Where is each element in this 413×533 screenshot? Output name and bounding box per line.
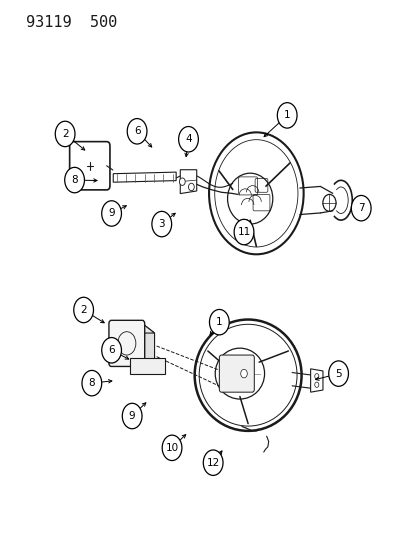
Circle shape — [314, 382, 318, 387]
FancyBboxPatch shape — [109, 320, 145, 367]
Text: 8: 8 — [88, 378, 95, 388]
Circle shape — [178, 126, 198, 152]
Text: 93119  500: 93119 500 — [26, 14, 117, 30]
Circle shape — [234, 219, 253, 245]
Circle shape — [162, 435, 181, 461]
Polygon shape — [180, 169, 196, 193]
FancyBboxPatch shape — [130, 358, 164, 374]
Text: 8: 8 — [71, 175, 78, 185]
Text: 12: 12 — [206, 458, 219, 467]
Text: 5: 5 — [335, 369, 341, 378]
Circle shape — [209, 310, 229, 335]
Text: 10: 10 — [165, 443, 178, 453]
Text: 1: 1 — [283, 110, 290, 120]
Text: 1: 1 — [216, 317, 222, 327]
Text: 6: 6 — [108, 345, 115, 356]
Text: 3: 3 — [158, 219, 165, 229]
Circle shape — [179, 178, 185, 185]
Polygon shape — [310, 369, 322, 392]
Circle shape — [314, 374, 318, 379]
Circle shape — [277, 103, 297, 128]
Text: 4: 4 — [185, 134, 191, 144]
Circle shape — [55, 121, 75, 147]
Text: 2: 2 — [80, 305, 87, 315]
Circle shape — [188, 183, 194, 191]
Circle shape — [64, 167, 84, 193]
Polygon shape — [111, 324, 154, 333]
Polygon shape — [113, 172, 176, 182]
Text: 11: 11 — [237, 227, 250, 237]
Circle shape — [127, 118, 147, 144]
Circle shape — [240, 369, 247, 378]
FancyBboxPatch shape — [219, 355, 254, 392]
Circle shape — [82, 370, 102, 396]
Text: 6: 6 — [133, 126, 140, 136]
Text: 2: 2 — [62, 129, 68, 139]
Text: 7: 7 — [357, 203, 363, 213]
Circle shape — [102, 201, 121, 226]
Circle shape — [328, 361, 348, 386]
Circle shape — [122, 403, 142, 429]
Circle shape — [351, 196, 370, 221]
Text: 9: 9 — [108, 208, 115, 219]
Circle shape — [74, 297, 93, 322]
Circle shape — [152, 212, 171, 237]
Polygon shape — [142, 324, 154, 373]
Circle shape — [203, 450, 223, 475]
Text: 9: 9 — [128, 411, 135, 421]
Circle shape — [102, 337, 121, 363]
